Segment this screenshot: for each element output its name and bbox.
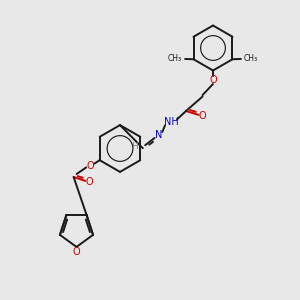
Text: CH₃: CH₃ [168,54,182,63]
Text: H: H [131,142,138,151]
Text: N: N [155,130,162,140]
Text: O: O [209,75,217,85]
Text: O: O [199,111,206,122]
Text: CH₃: CH₃ [244,54,258,63]
Text: O: O [73,247,80,257]
Text: NH: NH [164,117,178,128]
Text: O: O [85,177,93,188]
Text: O: O [86,160,94,171]
